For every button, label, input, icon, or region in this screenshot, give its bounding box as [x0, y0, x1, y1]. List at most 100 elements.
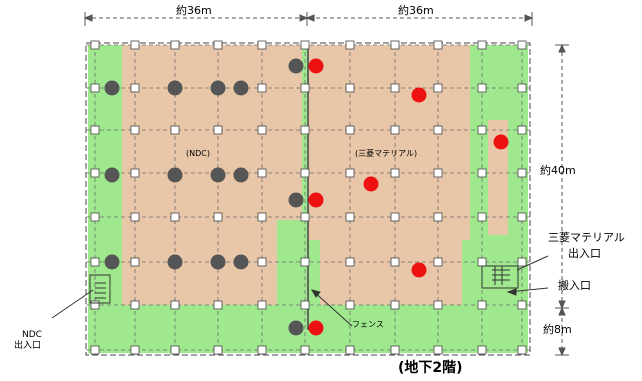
structural-column [517, 212, 527, 222]
structural-column [345, 212, 355, 222]
structural-column [257, 345, 267, 355]
mitsubishi-entrance-label-line1: 三菱マテリアル [548, 231, 625, 244]
ndc-marker [288, 58, 304, 74]
structural-column [517, 125, 527, 135]
structural-column [517, 40, 527, 50]
ndc-marker [288, 320, 304, 336]
ndc-marker [210, 167, 226, 183]
structural-column [170, 40, 180, 50]
structural-column [130, 83, 140, 93]
ndc-marker [104, 80, 120, 96]
structural-column [517, 257, 527, 267]
structural-column [390, 125, 400, 135]
structural-column [90, 40, 100, 50]
structural-column [345, 40, 355, 50]
structural-column [257, 212, 267, 222]
structural-column [477, 168, 487, 178]
mitsubishi-marker [363, 176, 379, 192]
ndc-entrance-label-line1: NDC [22, 330, 42, 340]
structural-column [213, 125, 223, 135]
structural-column [477, 83, 487, 93]
structural-column [345, 83, 355, 93]
structural-column [213, 345, 223, 355]
structural-column [345, 345, 355, 355]
structural-column [300, 345, 310, 355]
structural-column [90, 257, 100, 267]
structural-column [390, 345, 400, 355]
structural-column [433, 212, 443, 222]
ndc-marker [233, 167, 249, 183]
structural-column [213, 212, 223, 222]
structural-column [170, 125, 180, 135]
structural-column [345, 300, 355, 310]
structural-column [213, 300, 223, 310]
ndc-marker [233, 80, 249, 96]
structural-column [517, 345, 527, 355]
structural-column [433, 168, 443, 178]
structural-column [130, 300, 140, 310]
leader-lines [51, 255, 549, 327]
mitsubishi-marker [308, 192, 324, 208]
mitsubishi-marker [308, 320, 324, 336]
structural-column [477, 257, 487, 267]
structural-column [390, 168, 400, 178]
structural-column [300, 257, 310, 267]
structural-column [300, 83, 310, 93]
loading-entrance-label: 搬入口 [558, 279, 591, 292]
height-bottom-label: 約8m [543, 323, 572, 336]
structural-column [477, 300, 487, 310]
structural-column [345, 125, 355, 135]
width-right-label: 約36m [398, 4, 434, 17]
grid-lines [86, 44, 530, 355]
mitsubishi-marker [411, 87, 427, 103]
structural-column [433, 83, 443, 93]
structural-column [130, 345, 140, 355]
structural-column [390, 300, 400, 310]
structural-column [433, 125, 443, 135]
structural-column [517, 300, 527, 310]
structural-column [300, 300, 310, 310]
ndc-marker [210, 80, 226, 96]
mitsubishi-entrance-label-line2: 出入口 [568, 247, 601, 260]
structural-columns [90, 40, 527, 355]
structural-column [390, 257, 400, 267]
ndc-marker [104, 254, 120, 270]
structural-column [90, 345, 100, 355]
structural-column [90, 125, 100, 135]
structural-column [130, 125, 140, 135]
structural-column [300, 212, 310, 222]
ndc-marker [233, 254, 249, 270]
mitsubishi-marker [493, 134, 509, 150]
ndc-marker [104, 167, 120, 183]
structural-column [477, 345, 487, 355]
width-left-label: 約36m [176, 4, 212, 17]
structural-column [345, 257, 355, 267]
structural-column [257, 300, 267, 310]
structural-column [170, 300, 180, 310]
structural-column [257, 168, 267, 178]
ndc-marker [167, 167, 183, 183]
ndc-marker [167, 80, 183, 96]
structural-column [90, 212, 100, 222]
structural-column [390, 212, 400, 222]
structural-column [477, 125, 487, 135]
structural-column [213, 40, 223, 50]
mitsubishi-marker [411, 262, 427, 278]
structural-column [130, 40, 140, 50]
fence-label: フェンス [352, 320, 384, 329]
structural-column [257, 40, 267, 50]
area-mitsubishi-label: (三菱マテリアル) [355, 149, 418, 158]
structural-column [477, 40, 487, 50]
ndc-marker [288, 192, 304, 208]
structural-column [130, 168, 140, 178]
structural-column [477, 212, 487, 222]
structural-column [517, 83, 527, 93]
structural-column [345, 168, 355, 178]
structural-column [257, 257, 267, 267]
structural-column [90, 83, 100, 93]
ndc-entrance-label-line2: 出入口 [14, 341, 42, 351]
height-main-label: 約40m [540, 164, 576, 177]
structural-column [433, 345, 443, 355]
structural-column [90, 300, 100, 310]
mitsubishi-markers [308, 58, 509, 336]
